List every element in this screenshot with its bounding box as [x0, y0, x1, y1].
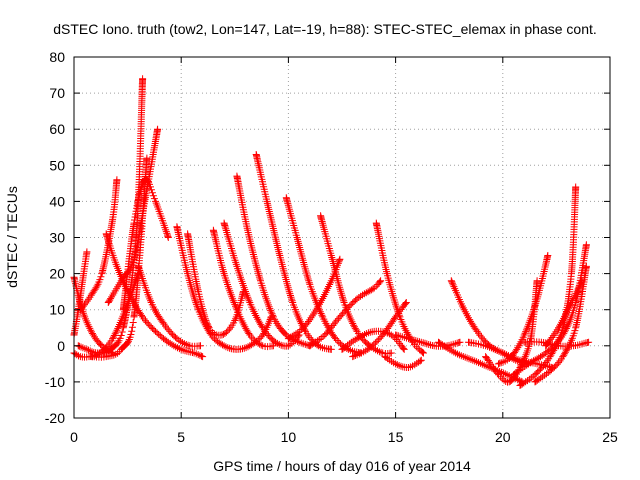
series-arc23: [349, 299, 410, 361]
series-markers: [349, 299, 410, 361]
y-tick-label: 20: [49, 266, 65, 282]
series-markers: [87, 154, 151, 361]
x-tick-label: 15: [388, 429, 404, 445]
y-tick-label: -20: [45, 410, 65, 426]
x-axis-label: GPS time / hours of day 016 of year 2014: [213, 458, 471, 474]
chart-title: dSTEC Iono. truth (tow2, Lon=147, Lat=-1…: [53, 21, 597, 37]
series-arc11: [173, 223, 275, 353]
y-tick-label: 30: [49, 230, 65, 246]
series-arc13: [209, 226, 277, 351]
x-tick-label: 0: [70, 429, 78, 445]
series-markers: [284, 255, 344, 343]
series-markers: [252, 151, 335, 353]
x-tick-label: 10: [281, 429, 297, 445]
series-markers: [134, 262, 204, 350]
y-tick-label: 70: [49, 85, 65, 101]
y-tick-label: 50: [49, 157, 65, 173]
series-arc19: [284, 255, 344, 343]
series-markers: [119, 175, 172, 314]
series-arc9: [119, 175, 172, 314]
series-markers: [306, 277, 385, 350]
series-arc24: [381, 353, 425, 371]
axis-ticks: [73, 56, 611, 419]
tick-labels: 0 5 10 15 20 25 -20 -10 0 10 20 30 40 50 60 70 80: [45, 49, 618, 445]
series-arc16: [252, 151, 335, 353]
series-arc14: [220, 219, 303, 350]
y-axis-label: dSTEC / TECUs: [4, 186, 20, 288]
series-markers: [531, 262, 590, 386]
y-tick-label: 60: [49, 121, 65, 137]
series-markers: [381, 353, 425, 371]
x-tick-label: 20: [495, 429, 511, 445]
series-markers: [495, 252, 552, 368]
x-tick-label: 5: [177, 429, 185, 445]
series-arc35: [542, 277, 586, 350]
y-tick-label: 10: [49, 302, 65, 318]
series-markers: [209, 226, 277, 351]
series-markers: [220, 219, 303, 350]
series-arc30: [495, 252, 552, 368]
y-tick-label: 0: [57, 338, 65, 354]
series-markers: [173, 223, 275, 353]
x-tick-label: 25: [602, 429, 618, 445]
series-markers: [542, 277, 586, 350]
series-arc10: [134, 262, 204, 350]
y-tick-label: 80: [49, 49, 65, 65]
series-arc7: [87, 154, 151, 361]
series-arc32: [531, 262, 590, 386]
series-arc20: [306, 277, 385, 350]
y-tick-label: 40: [49, 193, 65, 209]
y-tick-label: -10: [45, 374, 65, 390]
plot-area: [70, 75, 593, 389]
